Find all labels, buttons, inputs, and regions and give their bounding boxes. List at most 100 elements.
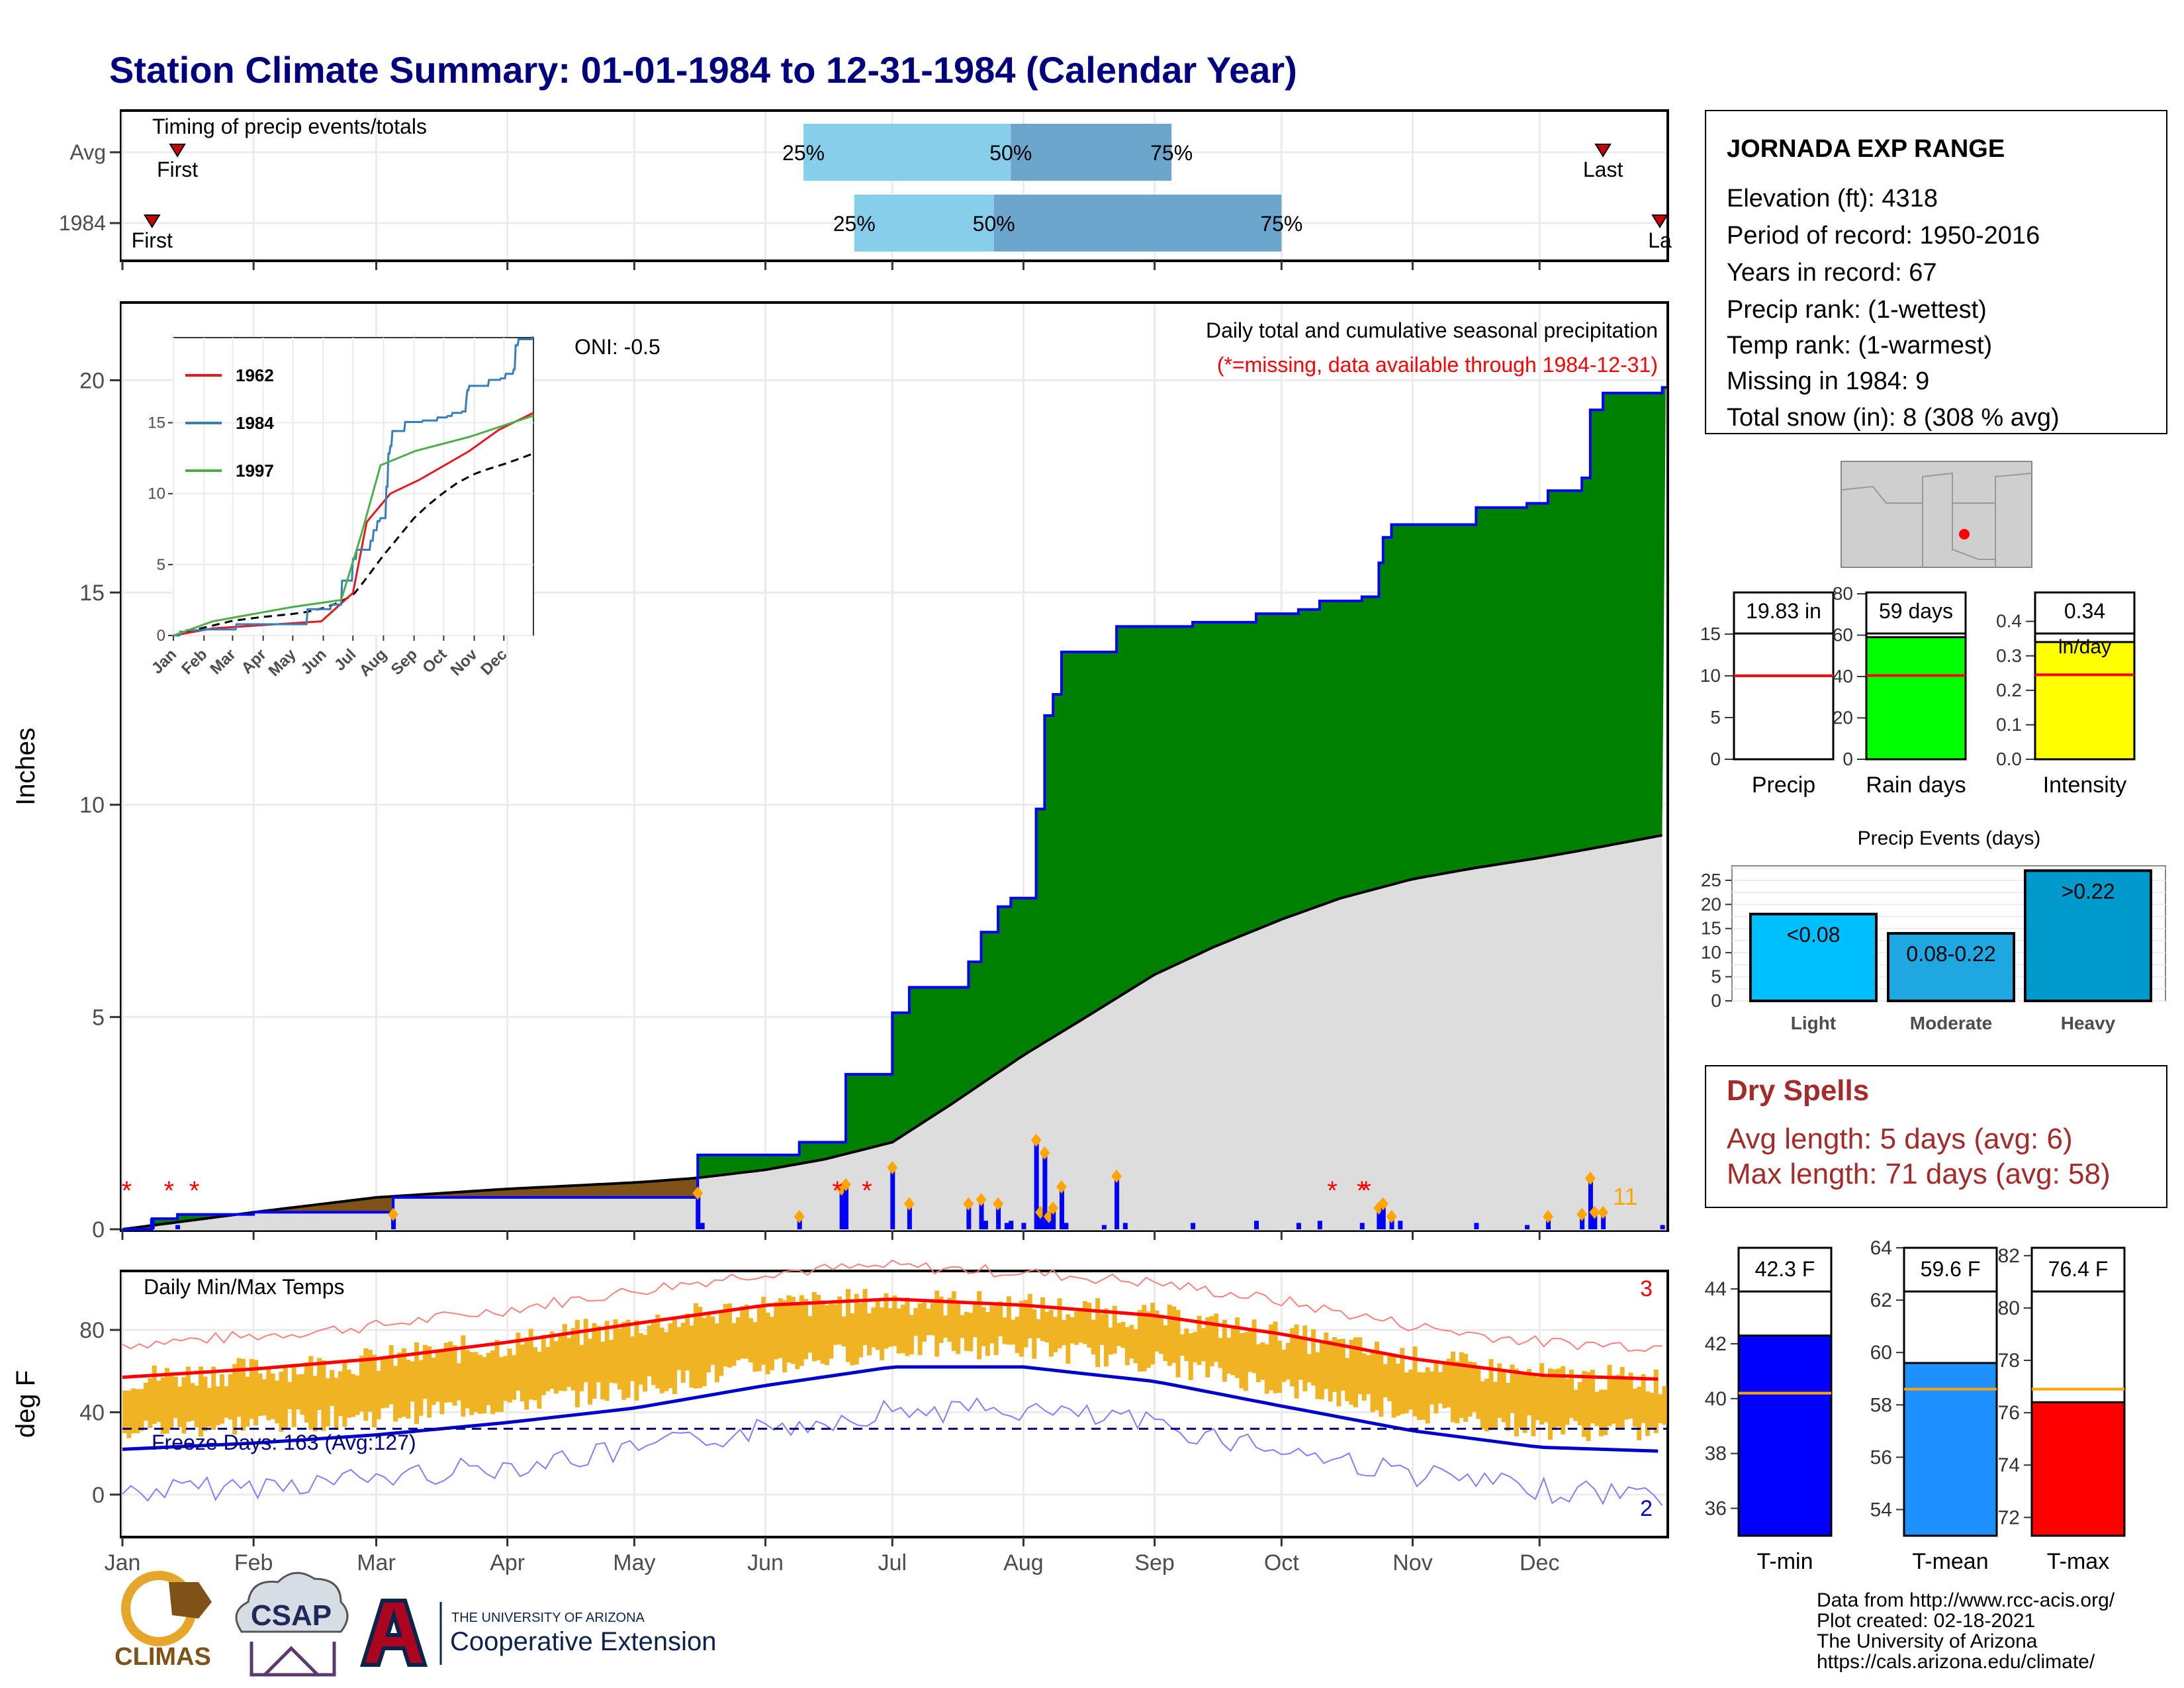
daily-temp-bar [1091, 1319, 1096, 1355]
inset-avg-line [173, 453, 533, 637]
daily-temp-bar [1332, 1337, 1338, 1392]
daily-temp-bar [1171, 1306, 1177, 1363]
station-line: Precip rank: (1-wettest) [1727, 296, 1987, 324]
summary-value-label: 19.83 in [1746, 599, 1821, 623]
daily-temp-bar [837, 1296, 842, 1345]
month-label: Apr [490, 1550, 525, 1575]
timing-q75-label: 75% [1150, 141, 1193, 165]
summary-value-box [1865, 591, 1967, 635]
temp-layers [122, 1259, 1667, 1506]
temp-summary-ytick-label: 64 [1870, 1237, 1892, 1259]
events-ytick-label: 0 [1711, 990, 1721, 1011]
daily-temp-bar [1167, 1304, 1172, 1366]
daily-temp-bar [567, 1338, 572, 1387]
daily-temp-bar [1548, 1368, 1553, 1440]
daily-temp-bar [490, 1350, 496, 1415]
daily-temp-bar [1408, 1370, 1414, 1410]
events-bar [1887, 932, 2015, 1002]
events-bar-label: <0.08 [1787, 923, 1841, 947]
summary-value-label: 0.34 [2064, 599, 2105, 623]
map-frame [1841, 461, 2032, 568]
precip-ylabel: Inches [11, 727, 40, 806]
last-event-label: Last [1583, 158, 1623, 181]
daily-temp-bar [617, 1328, 622, 1389]
daily-temp-bar [989, 1305, 995, 1344]
summary-ytick-label: 0.4 [1996, 611, 2022, 632]
daily-temp-bar [498, 1357, 504, 1412]
daily-temp-bar [803, 1299, 809, 1360]
daily-temp-bar [1099, 1313, 1105, 1345]
daily-temp-bar [981, 1307, 986, 1346]
daily-temp-bar [1142, 1305, 1147, 1372]
credit-line: The University of Arizona [1817, 1630, 2038, 1652]
daily-temp-bar [1561, 1366, 1566, 1434]
ua-university-name: THE UNIVERSITY OF ARIZONA [451, 1611, 645, 1625]
summary-ytick-label: 15 [1700, 624, 1721, 644]
daily-temp-bar [600, 1341, 606, 1399]
dry-spells-box: Dry Spells Avg length: 5 days (avg: 6) M… [1705, 1065, 2167, 1208]
daily-temp-bar [811, 1292, 817, 1362]
daily-precip-bar [1381, 1203, 1386, 1229]
first-event-label: First [132, 228, 173, 252]
temp-summary-ytick-label: 80 [1998, 1297, 2020, 1319]
daily-temp-bar [604, 1321, 610, 1401]
credit-line: https://cals.arizona.edu/climate/ [1817, 1651, 2095, 1673]
daily-temp-bar [1290, 1328, 1295, 1387]
daily-precip-bar [1046, 1216, 1052, 1229]
daily-temp-bar [308, 1356, 314, 1430]
heavy-day-marker-icon [1048, 1201, 1059, 1215]
daily-temp-bar [1082, 1301, 1087, 1344]
daily-temp-bar [410, 1361, 415, 1402]
temp-summary-ytick-label: 60 [1870, 1342, 1892, 1364]
daily-precip-bar [843, 1184, 848, 1229]
month-label: May [613, 1550, 655, 1575]
daily-temp-bar [1285, 1342, 1291, 1380]
daily-temp-bar [1002, 1317, 1007, 1344]
daily-temp-bar [866, 1313, 872, 1356]
inset-legend-label: 1984 [236, 413, 274, 433]
daily-precip-bar [1296, 1223, 1301, 1229]
daily-temp-bar [363, 1348, 369, 1421]
daily-temp-bar [283, 1367, 288, 1428]
daily-precip-bar [979, 1199, 984, 1229]
daily-temp-bar [1294, 1324, 1299, 1399]
daily-temp-bar [1446, 1358, 1451, 1407]
dry-spells-avg: Avg length: 5 days (avg: 6) [1727, 1123, 2073, 1155]
hot-day-count: 3 [1640, 1276, 1653, 1301]
heavy-day-marker-icon [993, 1197, 1004, 1211]
first-event-label: First [157, 158, 198, 181]
precip-ytick-label: 20 [79, 368, 105, 393]
daily-temp-bar [1467, 1361, 1473, 1417]
daily-temp-bar [892, 1295, 897, 1346]
temp-ytick-label: 80 [79, 1318, 105, 1343]
daily-temp-bar [799, 1295, 804, 1366]
daily-temp-bar [964, 1311, 969, 1351]
daily-temp-bar [1615, 1374, 1621, 1429]
daily-temp-bar [1324, 1332, 1329, 1389]
daily-precip-bar [996, 1203, 1001, 1229]
daily-temp-bar [825, 1305, 830, 1366]
daily-precip-bar [1115, 1176, 1120, 1229]
daily-temp-bar [930, 1303, 935, 1336]
month-label: Nov [1392, 1550, 1432, 1575]
missing-note: (*=missing, data available through 1984-… [1217, 353, 1658, 377]
daily-temp-bar [909, 1315, 914, 1354]
daily-temp-bar [960, 1315, 965, 1338]
daily-temp-bar [1154, 1310, 1160, 1352]
daily-temp-bar [359, 1355, 364, 1412]
timing-iqr-upper-bar [1011, 124, 1172, 181]
daily-temp-bar [177, 1386, 183, 1427]
cold-day-count: 2 [1640, 1496, 1653, 1521]
daily-temp-bar [659, 1327, 664, 1393]
first-event-marker-icon [143, 214, 161, 228]
dry-spells-max: Max length: 71 days (avg: 58) [1727, 1158, 2111, 1190]
daily-temp-bar [139, 1389, 144, 1431]
daily-temp-bar [947, 1297, 952, 1342]
daily-temp-bar [744, 1304, 749, 1359]
daily-temp-bar [1158, 1316, 1163, 1354]
daily-temp-bar [236, 1358, 242, 1417]
daily-temp-bar [968, 1313, 974, 1352]
month-label: Dec [1520, 1550, 1559, 1575]
daily-precip-bar [1101, 1225, 1107, 1229]
month-axis: Jan Feb Mar Apr May Jun Jul Aug Sep Oct Nov Dec [105, 261, 1559, 1575]
